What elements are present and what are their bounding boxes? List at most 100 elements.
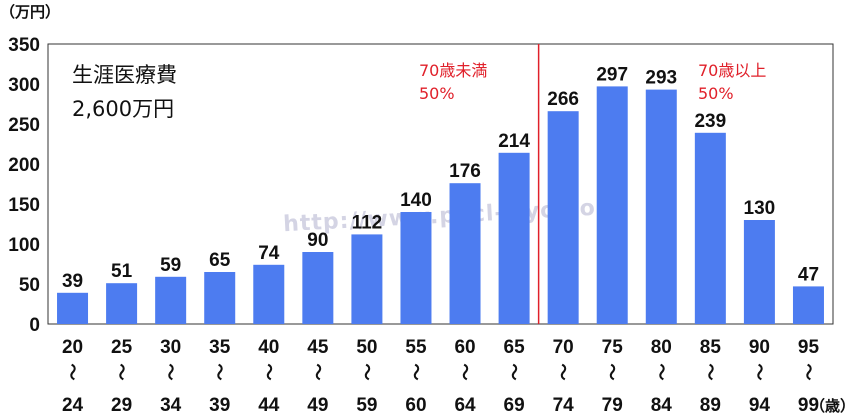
- bar: [400, 212, 432, 324]
- category-to-label: 64: [454, 395, 476, 416]
- y-axis-ticks: 0 50 100 150 200 250 300 350: [8, 35, 40, 336]
- annotation-under-70-label: 70歳未満: [419, 61, 487, 80]
- bar: [253, 264, 285, 324]
- category-range-separator: 〜: [748, 364, 768, 381]
- bar-value-label: 176: [449, 161, 481, 182]
- bar-value-label: 140: [400, 190, 432, 211]
- y-tick-label: 250: [8, 115, 40, 136]
- bar: [449, 183, 481, 324]
- bar-value-label: 297: [596, 64, 628, 85]
- category-from-label: 50: [356, 337, 377, 358]
- category-range-separator: 〜: [405, 364, 425, 381]
- bar: [57, 292, 89, 324]
- category-range-separator: 〜: [601, 364, 621, 381]
- bar: [792, 286, 824, 324]
- bar: [106, 283, 138, 324]
- category-to-label: 39: [209, 395, 230, 416]
- bar: [743, 220, 775, 324]
- category-range-separator: 〜: [552, 364, 572, 381]
- bar: [204, 272, 236, 324]
- category-range-separator: 〜: [160, 364, 180, 381]
- x-axis-categories: 20 〜 24 25 〜 29 30 〜 34 35 〜 39 40 〜 44 45 〜 49 50 〜 59 55 〜 60…: [62, 337, 820, 416]
- y-tick-label: 50: [19, 275, 40, 296]
- category-to-label: 29: [111, 395, 132, 416]
- category-range-separator: 〜: [307, 364, 327, 381]
- bar: [302, 252, 334, 324]
- y-tick-label: 100: [8, 235, 40, 256]
- category-to-label: 60: [405, 395, 426, 416]
- category-from-label: 90: [749, 337, 770, 358]
- category-range-separator: 〜: [62, 364, 82, 381]
- bar-value-label: 239: [694, 111, 726, 132]
- bar: [547, 111, 579, 324]
- category-from-label: 40: [258, 337, 279, 358]
- bars: [57, 86, 824, 325]
- category-from-label: 75: [602, 337, 624, 358]
- annotation-over-70-label: 70歳以上: [698, 61, 766, 80]
- category-to-label: 49: [307, 395, 328, 416]
- category-to-label: 79: [602, 395, 623, 416]
- bar-value-label: 293: [645, 68, 677, 89]
- category-from-label: 85: [700, 337, 722, 358]
- category-range-separator: 〜: [454, 364, 474, 381]
- plot-frame: [47, 43, 834, 325]
- bar-value-label: 51: [111, 261, 133, 282]
- category-to-label: 89: [700, 395, 721, 416]
- category-range-separator: 〜: [699, 364, 719, 381]
- bar-value-label: 266: [547, 89, 579, 110]
- data-labels: 39 51 59 65 74 90 112 140 176 214 266 297 293 239 130 4…: [62, 64, 819, 291]
- category-from-label: 60: [454, 337, 475, 358]
- category-from-label: 25: [111, 337, 133, 358]
- category-from-label: 20: [62, 337, 83, 358]
- bar-value-label: 39: [62, 271, 83, 292]
- category-to-label: 59: [356, 395, 377, 416]
- bar-value-label: 65: [209, 250, 231, 271]
- y-tick-label: 150: [8, 195, 40, 216]
- category-range-separator: 〜: [797, 364, 817, 381]
- category-to-label: 99: [798, 395, 819, 416]
- category-from-label: 80: [651, 337, 672, 358]
- chart-title: 生涯医療費: [72, 63, 177, 87]
- x-axis-unit: （歳）: [810, 397, 855, 415]
- y-tick-label: 200: [8, 155, 40, 176]
- category-range-separator: 〜: [503, 364, 523, 381]
- bar-value-label: 74: [258, 243, 280, 264]
- category-to-label: 94: [749, 395, 771, 416]
- category-range-separator: 〜: [650, 364, 670, 381]
- category-from-label: 65: [504, 337, 526, 358]
- y-tick-label: 300: [8, 75, 40, 96]
- bar: [694, 132, 726, 324]
- annotation-over-70-percent: 50%: [698, 84, 734, 103]
- category-range-separator: 〜: [356, 364, 376, 381]
- bar-value-label: 214: [498, 131, 530, 152]
- category-from-label: 45: [307, 337, 329, 358]
- bar: [596, 86, 628, 325]
- bar: [498, 152, 530, 324]
- category-to-label: 44: [258, 395, 280, 416]
- category-from-label: 30: [160, 337, 181, 358]
- category-to-label: 74: [553, 395, 575, 416]
- annotation-under-70-percent: 50%: [419, 84, 455, 103]
- category-from-label: 35: [209, 337, 231, 358]
- y-axis-unit: （万円）: [0, 3, 60, 21]
- category-to-label: 24: [62, 395, 84, 416]
- bar-value-label: 112: [352, 212, 383, 233]
- y-tick-label: 350: [8, 35, 40, 56]
- bar: [351, 234, 383, 324]
- bar: [645, 89, 677, 324]
- category-to-label: 84: [651, 395, 673, 416]
- bar: [155, 276, 187, 324]
- bar-value-label: 47: [798, 264, 819, 285]
- category-range-separator: 〜: [209, 364, 229, 381]
- bar-value-label: 90: [307, 230, 328, 251]
- bar-value-label: 59: [160, 255, 181, 276]
- bar-value-label: 130: [744, 198, 776, 219]
- chart-subtitle: 2,600万円: [72, 97, 174, 121]
- y-tick-label: 0: [29, 315, 40, 336]
- category-range-separator: 〜: [258, 364, 278, 381]
- category-from-label: 95: [798, 337, 820, 358]
- category-from-label: 70: [553, 337, 574, 358]
- category-range-separator: 〜: [111, 364, 131, 381]
- category-to-label: 34: [160, 395, 182, 416]
